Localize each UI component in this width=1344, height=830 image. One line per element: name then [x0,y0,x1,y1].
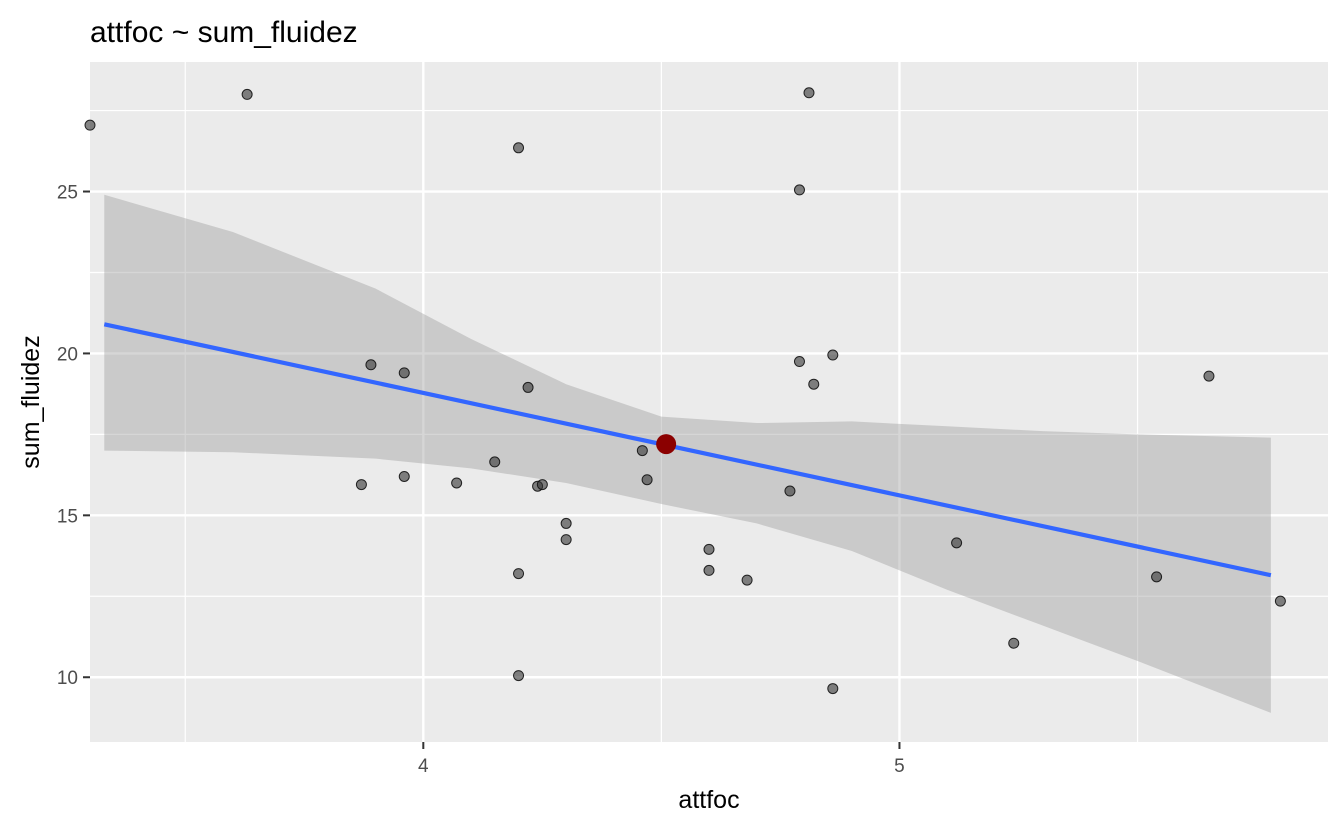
data-point-29 [1274,595,1286,607]
y-tick-label-3: 25 [57,183,78,204]
data-point-5 [365,359,377,371]
data-point-11 [1203,370,1215,382]
data-point-3 [803,87,815,99]
data-point-21 [560,517,572,529]
data-point-14 [641,474,653,486]
confidence-band [104,194,1271,713]
mean-point [656,434,677,455]
data-point-16 [398,470,410,482]
data-point-24 [703,564,715,576]
data-point-30 [1008,637,1020,649]
data-point-7 [522,381,534,393]
minor-gridlines [90,62,1328,742]
data-point-6 [398,367,410,379]
data-point-27 [951,537,963,549]
data-point-13 [636,445,648,457]
chart-title: attfoc ~ sum_fluidez [90,16,358,49]
data-point-26 [513,568,525,580]
scatter-points [84,87,1286,695]
data-point-9 [827,349,839,361]
data-point-1 [241,88,253,100]
data-point-8 [793,356,805,368]
y-axis-title: sum_fluidez [17,335,45,468]
data-point-0 [84,119,96,131]
data-point-31 [513,670,525,682]
data-point-23 [703,543,715,555]
plot-panel [90,62,1328,742]
data-point-28 [1151,571,1163,583]
x-tick-label-0: 4 [418,756,429,777]
y-tick-label-2: 20 [57,344,78,365]
x-tick-label-1: 5 [894,756,905,777]
data-point-12 [489,456,501,468]
y-axis: 10 15 20 25 [57,183,90,689]
data-point-15 [355,479,367,491]
data-point-10 [808,378,820,390]
major-gridlines [90,62,1328,742]
data-point-25 [741,574,753,586]
data-point-19 [536,479,548,491]
regression-line [103,322,1272,578]
y-tick-label-1: 15 [57,506,78,527]
x-axis-title: attfoc [678,786,739,814]
data-point-2 [513,142,525,154]
data-point-32 [827,683,839,695]
data-point-17 [451,477,463,489]
data-point-20 [784,485,796,497]
data-point-22 [560,534,572,546]
data-point-4 [793,184,805,196]
y-tick-label-0: 10 [57,668,78,689]
